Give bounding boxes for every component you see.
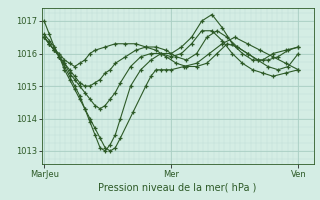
X-axis label: Pression niveau de la mer( hPa ): Pression niveau de la mer( hPa ) xyxy=(99,183,257,193)
